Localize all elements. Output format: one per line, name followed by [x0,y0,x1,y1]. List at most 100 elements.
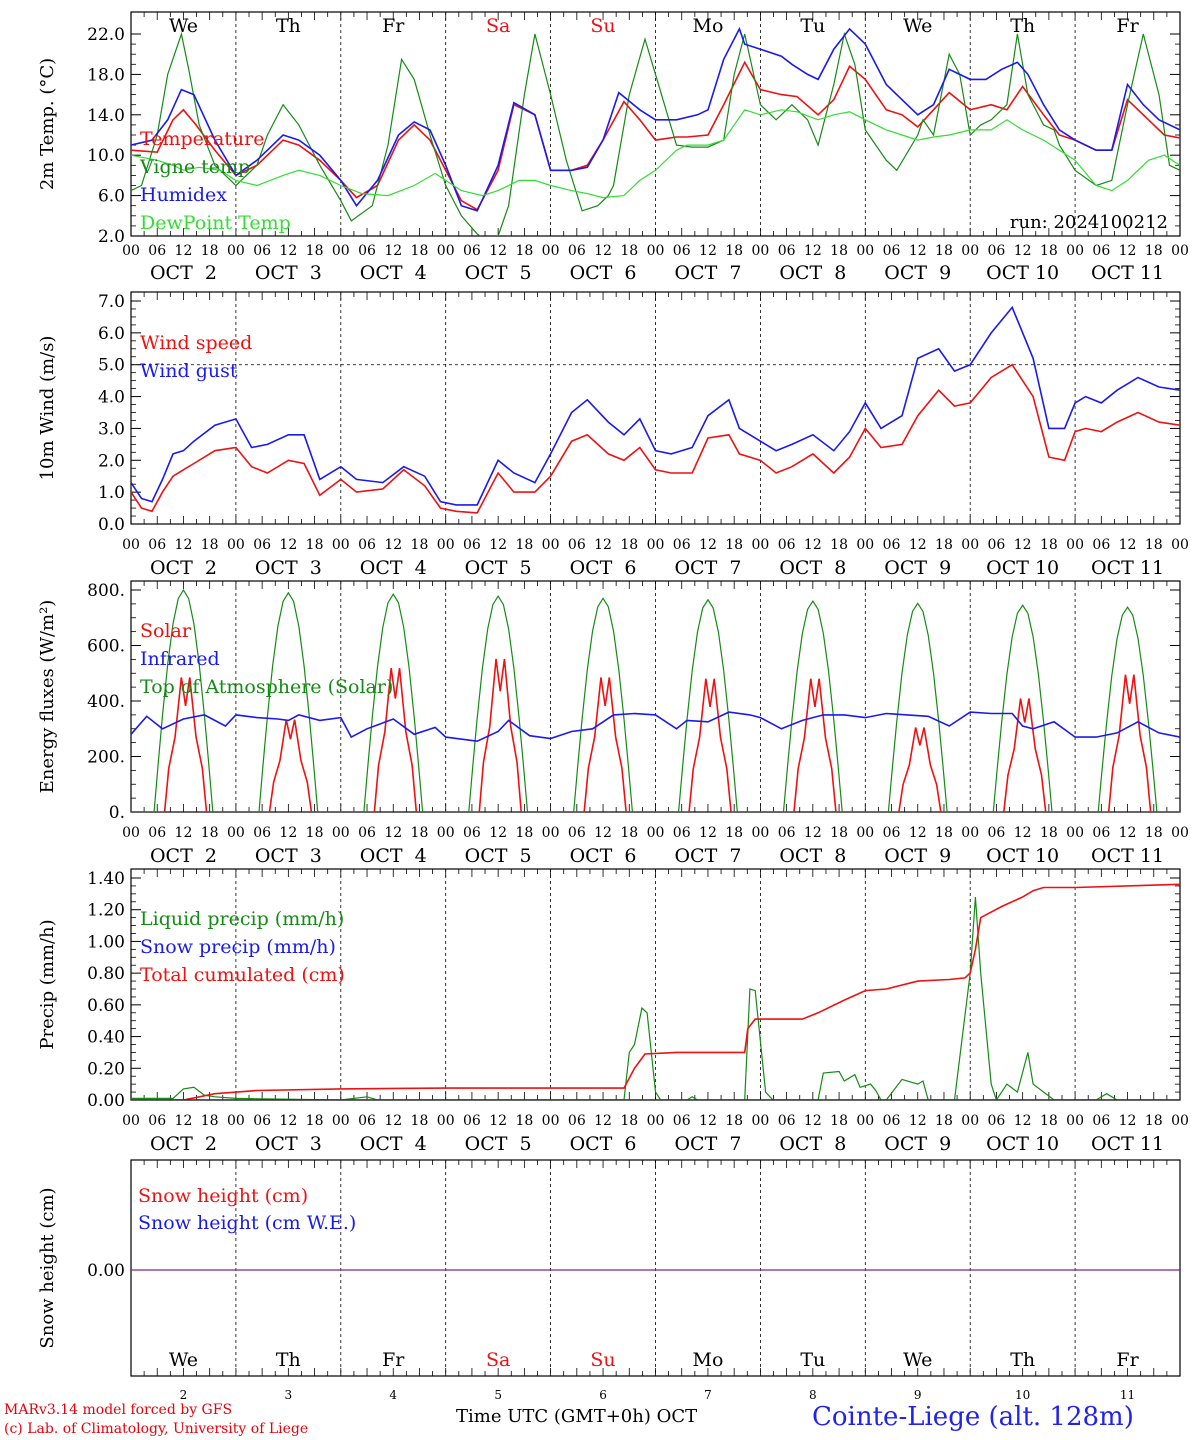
legend-item: Vigne temp [139,156,250,178]
hour-label: 12 [1014,243,1032,259]
hour-label: 18 [306,1113,324,1129]
hour-label: 00 [751,537,769,553]
hour-label: 12 [699,1113,717,1129]
hour-label: 06 [148,537,166,553]
date-label: OCT 4 [360,845,427,867]
hour-label: 00 [437,825,455,841]
day-number: 9 [914,1388,922,1402]
weekday-label: Mo [692,15,723,37]
hour-label: 06 [778,537,796,553]
date-label: OCT 9 [884,845,951,867]
hour-label: 12 [175,1113,193,1129]
hour-label: 00 [227,537,245,553]
date-label: OCT 8 [779,262,846,284]
hour-label: 12 [804,825,822,841]
hour-label: 18 [1040,825,1058,841]
day-number: 3 [285,1388,293,1402]
lab-credit: (c) Lab. of Climatology, University of L… [4,1421,309,1437]
hour-label: 06 [988,1113,1006,1129]
hour-label: 12 [489,537,507,553]
hour-label: 06 [568,537,586,553]
hour-label: 06 [883,243,901,259]
hour-label: 00 [751,1113,769,1129]
hour-label: 12 [909,537,927,553]
hour-label: 06 [253,243,271,259]
hour-label: 00 [961,825,979,841]
y-tick-label: 1.00 [87,932,125,952]
date-label: OCT 7 [674,557,741,579]
hour-label: 12 [594,243,612,259]
hour-label: 00 [1066,825,1084,841]
y-tick-label: 200. [87,748,125,768]
date-label: OCT 11 [1091,557,1164,579]
hour-label: 18 [620,825,638,841]
series-humidex [131,26,1180,212]
hour-label: 18 [306,243,324,259]
hour-label: 06 [463,825,481,841]
hour-label: 06 [253,825,271,841]
hour-label: 12 [489,243,507,259]
date-label: OCT 3 [255,262,322,284]
date-label: OCT 11 [1091,262,1164,284]
legend-item: Temperature [140,128,264,150]
date-label: OCT 2 [150,262,217,284]
hour-label: 12 [279,825,297,841]
hour-label: 00 [751,825,769,841]
y-tick-label: 0.20 [87,1059,125,1079]
hour-label: 06 [1092,537,1110,553]
weekday-label: Sa [486,15,510,37]
y-tick-label: 2.0 [98,227,125,247]
hour-label: 06 [148,243,166,259]
date-label: OCT 10 [986,557,1059,579]
hour-label: 06 [988,537,1006,553]
hour-label: 18 [935,537,953,553]
hour-label: 12 [804,243,822,259]
hour-label: 06 [148,825,166,841]
y-tick-label: 5.0 [98,356,125,376]
weekday-label-bottom: Sa [486,1349,510,1371]
hour-label: 18 [830,243,848,259]
hour-label: 06 [568,825,586,841]
hour-label: 18 [1040,243,1058,259]
hour-label: 12 [1119,537,1137,553]
weekday-label-bottom: Th [1010,1349,1035,1371]
hour-label: 18 [935,825,953,841]
date-label: OCT 3 [255,1133,322,1155]
series-dewpoint-temp [131,109,1180,199]
hour-label: 18 [830,1113,848,1129]
date-label: OCT 6 [570,262,637,284]
hour-label: 06 [463,537,481,553]
weekday-label: Th [276,15,301,37]
weekday-label-bottom: We [169,1349,198,1371]
legend-item: Snow precip (mm/h) [140,936,336,958]
hour-label: 00 [122,537,140,553]
date-label: OCT 11 [1091,845,1164,867]
hour-label: 00 [227,1113,245,1129]
hour-label: 18 [1145,1113,1163,1129]
hour-label: 00 [332,825,350,841]
precip-panel: 0.00 0.20 0.40 0.60 0.80 1.00 1.20 1.40 Precip (… [37,868,1189,1155]
hour-label: 06 [778,243,796,259]
hour-label: 06 [988,243,1006,259]
series-wind-speed [131,363,1180,514]
hour-label: 06 [463,243,481,259]
hour-label: 12 [909,825,927,841]
hour-label: 18 [935,243,953,259]
legend-item: Snow height (cm W.E.) [138,1212,356,1234]
hour-label: 12 [384,1113,402,1129]
series-infrared [131,711,1180,743]
hour-label: 00 [437,1113,455,1129]
run-annotation: run: 2024100212 [1010,212,1168,233]
weekday-label: Tu [800,15,825,37]
hour-label: 18 [411,825,429,841]
hour-label: 18 [201,243,219,259]
hour-label: 12 [909,1113,927,1129]
legend-item: Infrared [140,648,220,670]
hour-label: 00 [332,537,350,553]
hour-label: 18 [411,243,429,259]
date-label: OCT 9 [884,557,951,579]
weekday-label: Th [1010,15,1035,37]
legend-item: Solar [140,620,192,642]
hour-label: 06 [883,825,901,841]
weekday-label-bottom: We [903,1349,932,1371]
